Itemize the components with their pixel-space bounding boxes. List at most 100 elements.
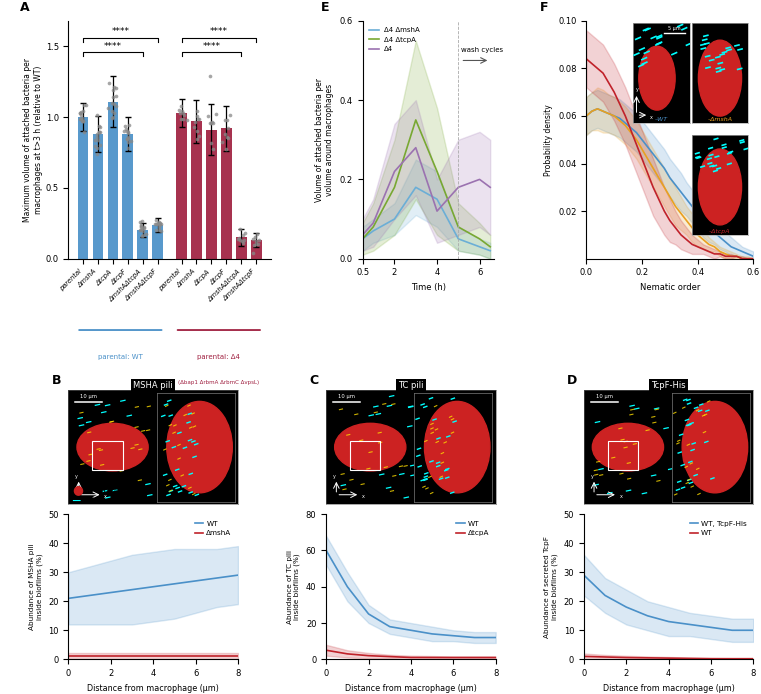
Text: macrophage: macrophage — [88, 485, 135, 493]
WT, TcpF-His — [600, 591, 610, 600]
ΔmshA — [85, 652, 94, 661]
WT — [64, 594, 73, 602]
Point — [126, 135, 138, 146]
Point — [121, 133, 133, 144]
Text: y: y — [591, 474, 594, 479]
Y-axis label: Volume of attached bacteria per
volume around macrophages: Volume of attached bacteria per volume a… — [314, 78, 334, 202]
Bar — [221, 128, 231, 259]
WT — [749, 654, 758, 663]
WT — [428, 629, 437, 638]
Point — [122, 132, 134, 143]
Point — [150, 218, 162, 229]
ΔmshA — [64, 652, 73, 661]
Point — [123, 132, 135, 143]
WT, TcpF-His — [643, 611, 652, 620]
Y-axis label: Abundance of TC pili
inside biofilms (%): Abundance of TC pili inside biofilms (%) — [287, 550, 301, 624]
Point — [204, 117, 216, 128]
Point — [107, 82, 119, 93]
X-axis label: Time (h): Time (h) — [411, 283, 446, 292]
Point — [74, 108, 86, 119]
Point — [237, 230, 249, 241]
Point — [153, 222, 165, 233]
Point — [94, 127, 106, 138]
Text: 10 μm: 10 μm — [596, 394, 613, 399]
Point — [75, 108, 87, 119]
Point — [192, 113, 204, 124]
Text: (Δbap1 ΔrbmA ΔrbmC ΔvpsL): (Δbap1 ΔrbmA ΔrbmC ΔvpsL) — [178, 380, 260, 385]
Point — [93, 126, 105, 137]
Point — [253, 235, 265, 246]
Point — [110, 101, 122, 112]
ΔtcpA — [428, 653, 437, 661]
Point — [175, 101, 187, 112]
Point — [191, 110, 203, 121]
Text: 10 μm: 10 μm — [338, 394, 355, 399]
Point — [239, 228, 251, 239]
Point — [191, 105, 203, 117]
Bar — [176, 113, 187, 259]
Point — [149, 218, 161, 229]
Point — [102, 103, 114, 114]
Point — [135, 215, 148, 226]
Point — [136, 230, 148, 242]
Point — [152, 218, 164, 229]
Point — [135, 221, 147, 232]
Text: B: B — [52, 373, 61, 387]
Point — [154, 217, 166, 228]
Point — [75, 110, 87, 121]
Bar — [152, 225, 163, 259]
Point — [91, 110, 103, 121]
Text: V. cholerae WT: V. cholerae WT — [88, 497, 145, 505]
Point — [119, 120, 131, 131]
WT — [342, 582, 352, 591]
ΔtcpA — [322, 646, 331, 654]
Text: x: x — [361, 494, 365, 499]
Point — [249, 232, 261, 243]
WT — [491, 634, 500, 642]
Text: C: C — [309, 373, 318, 387]
Bar — [251, 240, 262, 259]
Text: parental: WT: parental: WT — [98, 354, 143, 359]
Point — [233, 232, 245, 244]
Y-axis label: Abundance of secreted TcpF
inside biofilms (%): Abundance of secreted TcpF inside biofil… — [544, 536, 558, 638]
Point — [191, 126, 203, 137]
Point — [222, 132, 234, 143]
Point — [154, 218, 166, 229]
Point — [76, 112, 88, 124]
ΔtcpA — [449, 653, 458, 661]
Point — [91, 149, 103, 160]
ΔtcpA — [491, 653, 500, 661]
Bar — [93, 134, 103, 259]
Point — [77, 115, 89, 126]
WT — [470, 634, 479, 642]
Point — [91, 131, 103, 142]
Point — [177, 114, 189, 125]
Point — [110, 83, 122, 94]
Point — [137, 226, 149, 237]
Point — [135, 221, 147, 232]
Point — [103, 77, 115, 88]
WT — [85, 591, 94, 600]
WT — [364, 610, 373, 618]
X-axis label: Nematic order: Nematic order — [640, 283, 700, 292]
Point — [121, 126, 133, 137]
Point — [121, 133, 133, 144]
Point — [94, 139, 106, 151]
Point — [193, 130, 205, 142]
Bar — [206, 130, 217, 259]
Point — [232, 233, 244, 244]
X-axis label: Distance from macrophage (μm): Distance from macrophage (μm) — [345, 684, 477, 693]
Circle shape — [77, 423, 148, 471]
Point — [80, 99, 92, 110]
Point — [138, 222, 150, 233]
Text: ****: **** — [111, 27, 129, 36]
WT, TcpF-His — [579, 571, 588, 579]
Point — [135, 223, 148, 235]
Point — [189, 117, 201, 128]
Point — [122, 142, 134, 153]
Line: WT: WT — [326, 550, 495, 638]
WT — [600, 653, 610, 661]
Point — [107, 112, 119, 124]
ΔtcpA — [385, 652, 394, 661]
WT — [643, 654, 652, 662]
